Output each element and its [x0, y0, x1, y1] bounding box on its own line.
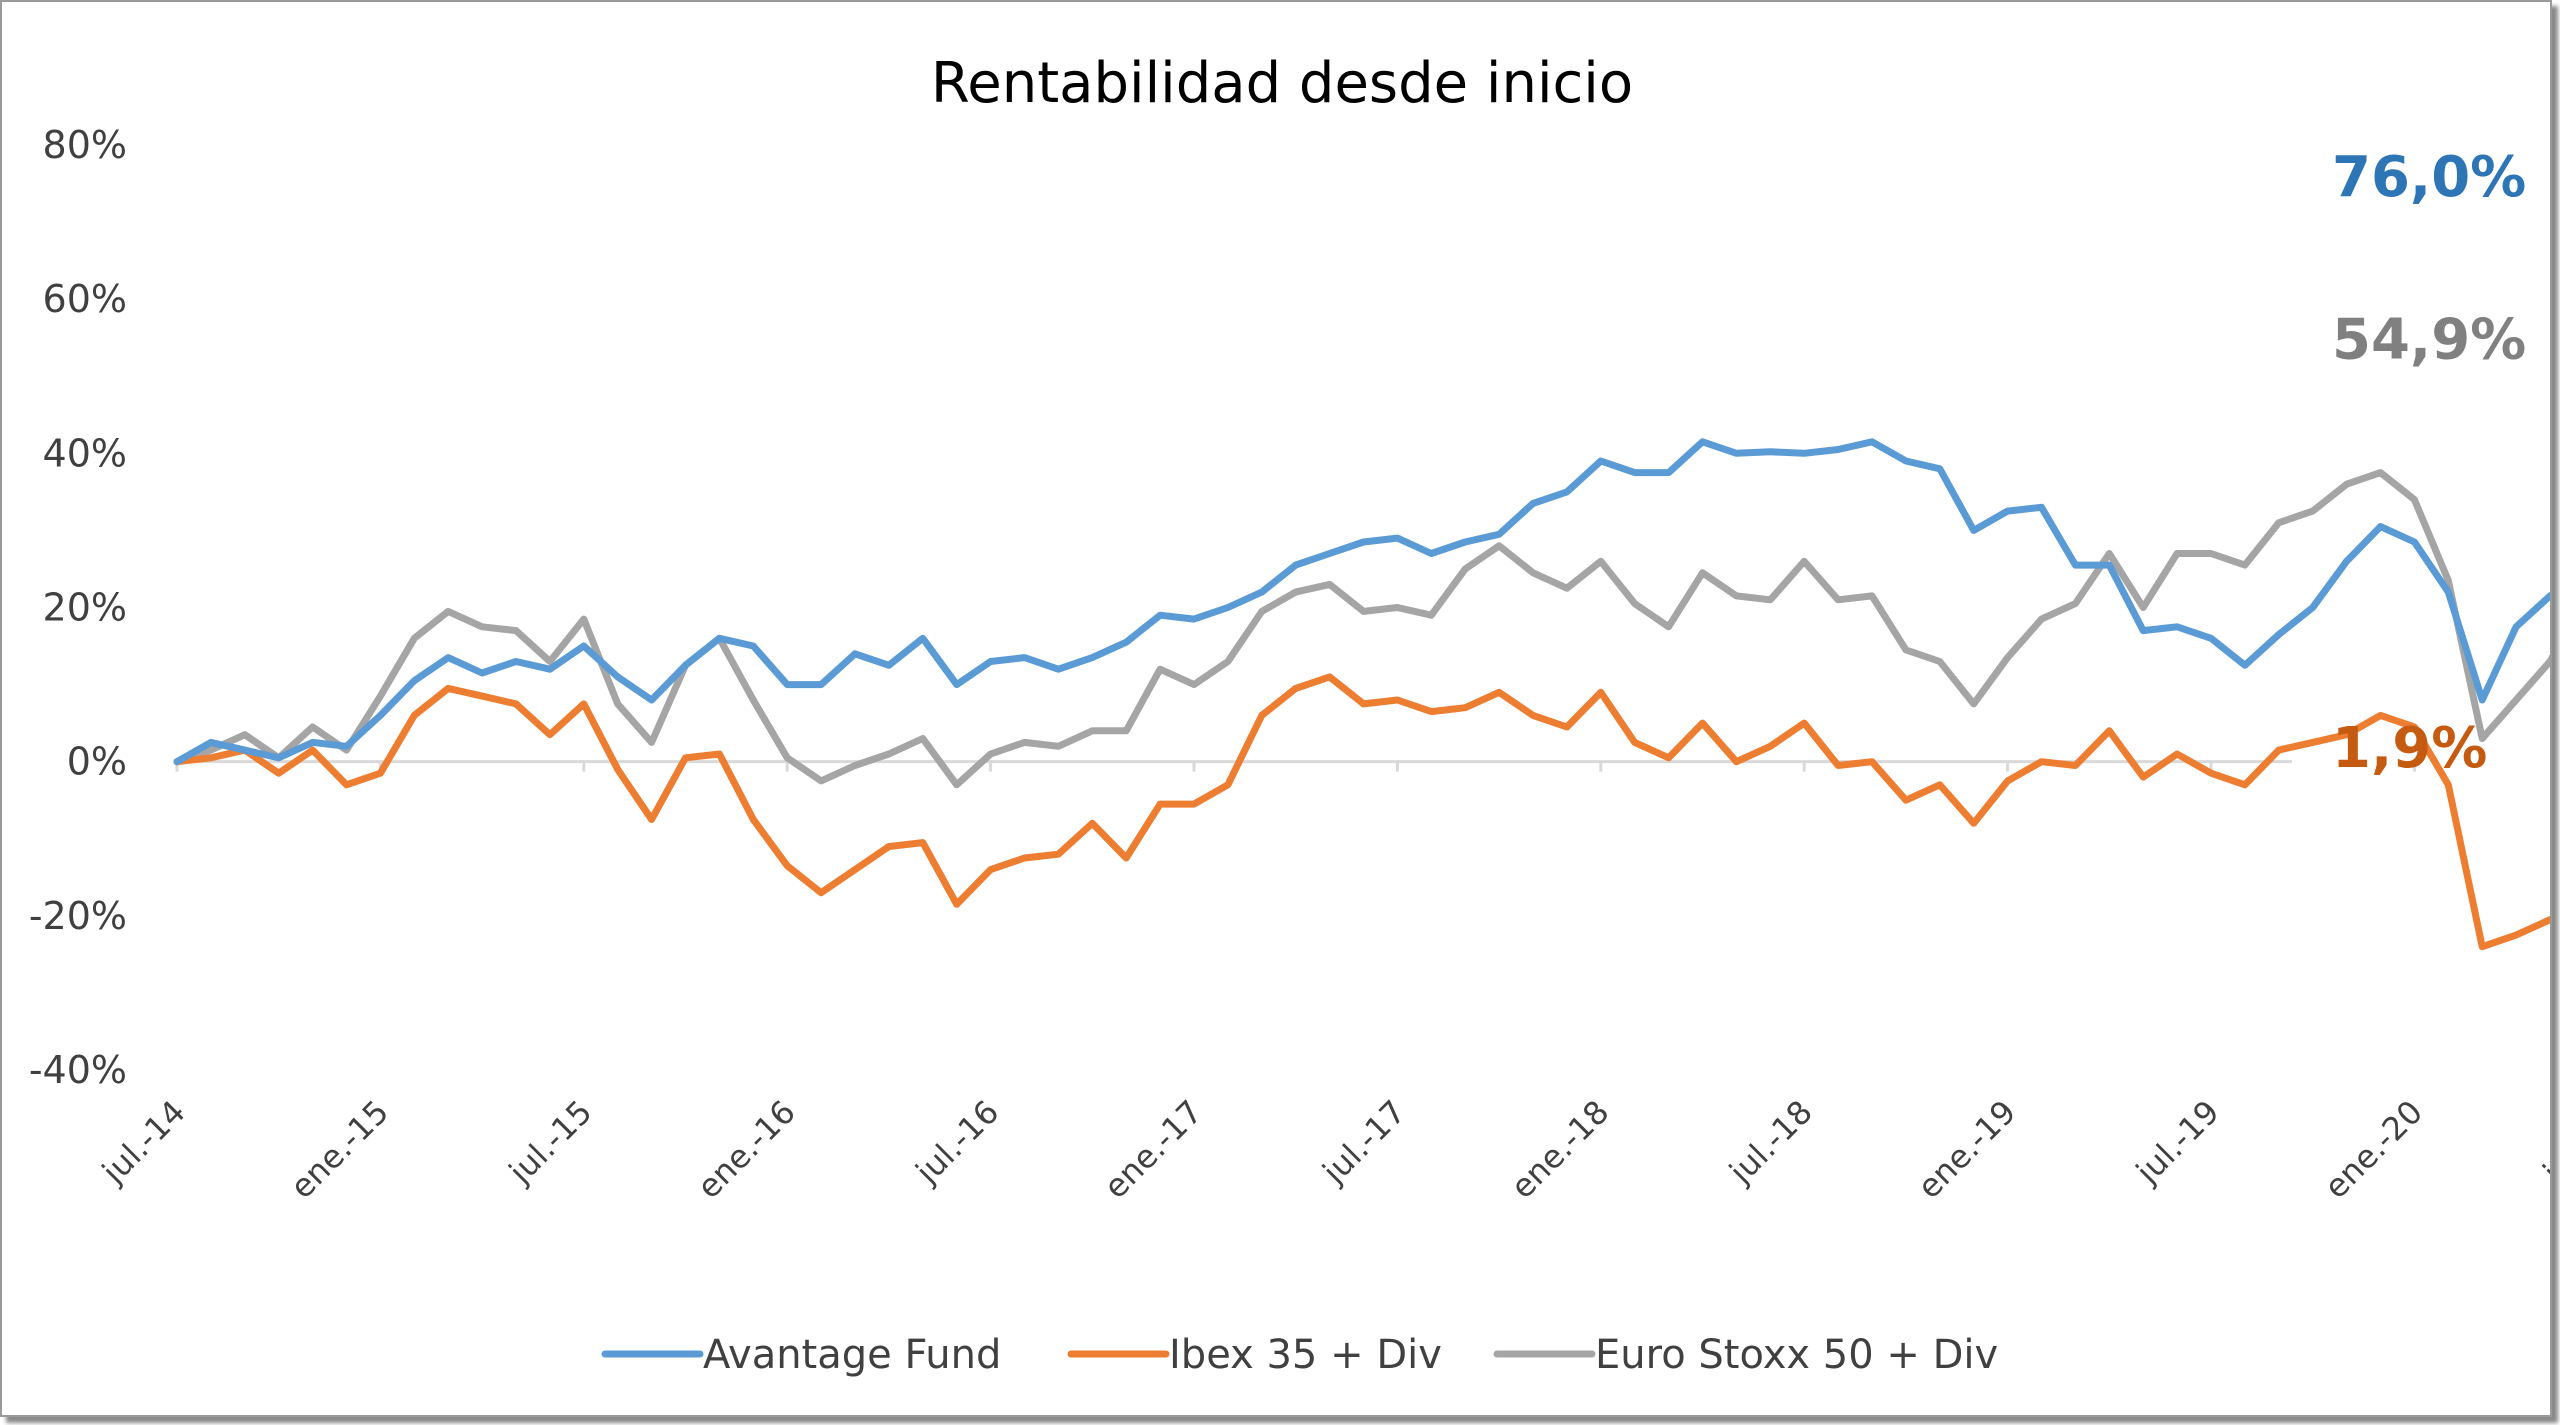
x-tick-label: ene.-17	[1096, 1093, 1209, 1206]
x-tick-label: jul.-14	[94, 1093, 193, 1192]
legend-label: Euro Stoxx 50 + Div	[1595, 1332, 1998, 1378]
x-tick-label: jul.-19	[2128, 1093, 2227, 1192]
end-labels: 76,0% 1,9% 54,9%	[2332, 145, 2526, 781]
y-axis-ticks: 80% 60% 40% 20% 0% -20% -40%	[29, 123, 127, 1092]
x-tick-label: ene.-15	[283, 1093, 396, 1206]
end-value-label: 76,0%	[2332, 145, 2526, 210]
y-tick-label: -20%	[29, 894, 127, 938]
y-tick-label: 40%	[43, 431, 127, 475]
x-tick-label: jul.-16	[908, 1093, 1007, 1192]
x-tick-label: ene.-16	[690, 1093, 803, 1206]
end-value-label: 1,9%	[2332, 716, 2487, 781]
chart-title: Rentabilidad desde inicio	[931, 51, 1633, 116]
x-tick-label: ene.-20	[2317, 1093, 2430, 1206]
legend-label: Avantage Fund	[703, 1332, 1001, 1378]
series-line-euro-stoxx-50-div	[173, 469, 2550, 789]
legend-label: Ibex 35 + Div	[1169, 1332, 1442, 1378]
x-tick-label: jul.-20	[2535, 1093, 2550, 1192]
x-tick-label: jul.-15	[501, 1093, 600, 1192]
x-tick-label: jul.-17	[1314, 1093, 1413, 1192]
y-tick-label: 20%	[43, 586, 127, 630]
legend: Avantage Fund Ibex 35 + Div Euro Stoxx 50 …	[601, 1332, 1998, 1378]
y-tick-label: 80%	[43, 123, 127, 167]
y-tick-label: 60%	[43, 277, 127, 321]
series-line-ibex-35-div	[173, 673, 2550, 951]
series-line-avantage-fund	[173, 438, 2550, 766]
y-tick-label: 0%	[67, 740, 127, 784]
x-tick-label: ene.-18	[1503, 1093, 1616, 1206]
end-value-label: 54,9%	[2332, 307, 2526, 372]
series-lines	[173, 438, 2550, 951]
y-tick-label: -40%	[29, 1048, 127, 1092]
x-axis-ticks: jul.-14 ene.-15 jul.-15 ene.-16 jul.-16 ene.-…	[94, 761, 2550, 1206]
x-tick-label: ene.-19	[1910, 1093, 2023, 1206]
x-tick-label: jul.-18	[1721, 1093, 1820, 1192]
